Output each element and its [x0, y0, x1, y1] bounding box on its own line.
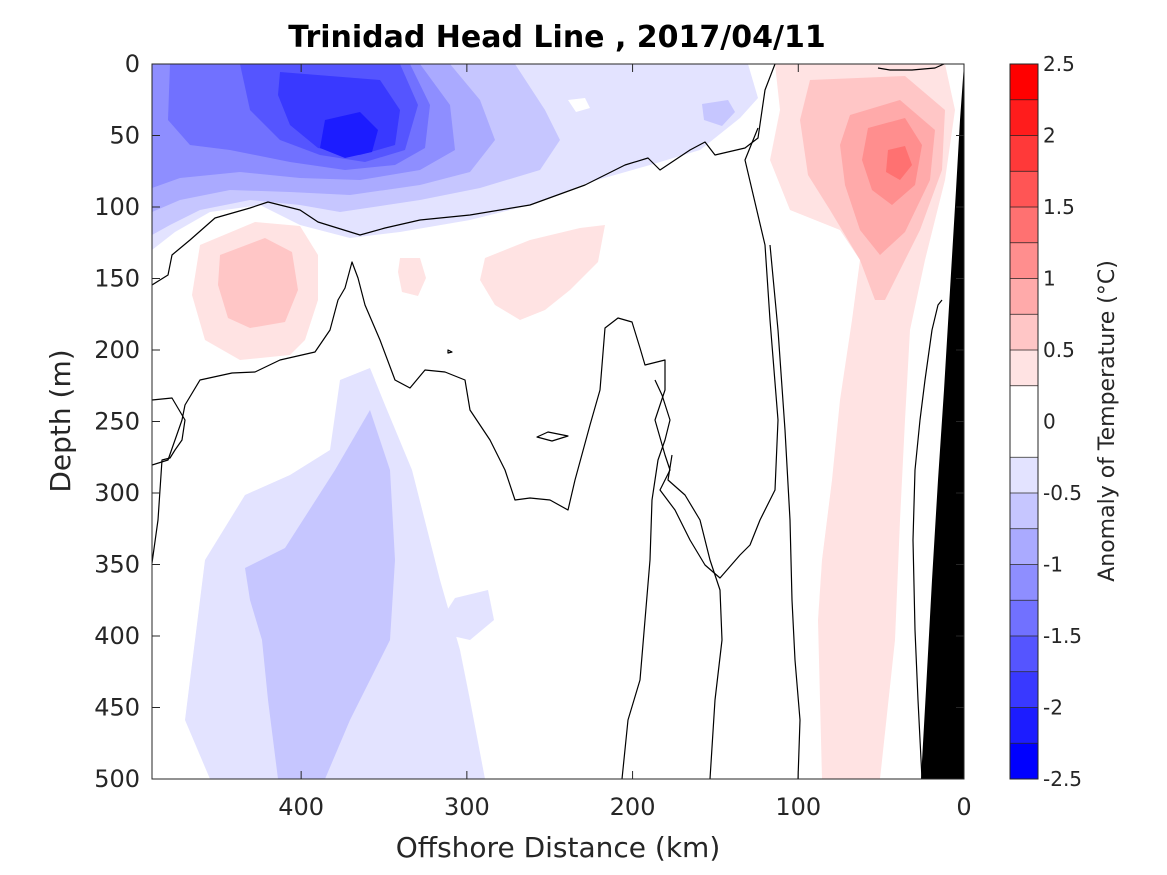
colorbar-swatch: [1010, 671, 1038, 708]
x-axis-label: Offshore Distance (km): [396, 831, 721, 864]
colorbar-swatch: [1010, 207, 1038, 244]
y-tick-label: 100: [94, 193, 140, 221]
y-axis: 0 50 100 150 200 250 300 350 400 450 500: [94, 50, 964, 793]
colorbar-swatch: [1010, 385, 1038, 458]
colorbar-tick-label: 1.5: [1043, 195, 1075, 219]
x-tick-label: 200: [610, 793, 656, 821]
colorbar-swatch: [1010, 314, 1038, 351]
colorbar-tick-label: 2.5: [1043, 52, 1075, 76]
y-tick-label: 50: [109, 122, 140, 150]
zero-contour-shelf: [912, 299, 943, 779]
x-tick-label: 100: [775, 793, 821, 821]
colorbar-tick-label: 2: [1043, 124, 1056, 148]
y-tick-label: 500: [94, 765, 140, 793]
y-tick-label: 300: [94, 479, 140, 507]
zero-contour-column-1: [621, 379, 671, 779]
contour-band-cold-pocket: [446, 590, 494, 640]
colorbar-tick-label: -1.5: [1043, 624, 1082, 648]
colorbar-swatch: [1010, 242, 1038, 279]
colorbar-frame: [1009, 63, 1039, 780]
contour-gap-surface: [568, 98, 590, 112]
colorbar-tick-label: 0.5: [1043, 338, 1075, 362]
zero-contour-deep-left: [152, 397, 186, 564]
colorbar-label: Anomaly of Temperature (°C): [1095, 260, 1120, 582]
colorbar-tick-label: 1: [1043, 267, 1056, 291]
zero-contour-right: [877, 64, 945, 71]
colorbar-swatch: [1010, 707, 1038, 744]
contour-band-subsurface-warm-2: [218, 238, 298, 328]
colorbar-tick-label: -0.5: [1043, 481, 1082, 505]
bathymetry-mask: [921, 64, 964, 779]
zero-contour-column-3: [769, 244, 801, 779]
colorbar-tick-label: -2: [1043, 696, 1063, 720]
y-tick-label: 0: [125, 50, 140, 78]
colorbar-tick-label: 0: [1043, 410, 1056, 434]
contour-band-deep-cold-2: [245, 410, 395, 779]
colorbar-swatch: [1010, 528, 1038, 565]
x-axis: 400 300 200 100 0: [278, 64, 972, 821]
contour-band-mid-warm: [480, 225, 605, 320]
colorbar-tick-label: -1: [1043, 553, 1063, 577]
y-tick-label: 400: [94, 622, 140, 650]
zero-contour-column-2: [667, 454, 723, 779]
colorbar-swatch: [1010, 457, 1038, 494]
chart-title: Trinidad Head Line , 2017/04/11: [288, 20, 825, 55]
y-tick-label: 150: [94, 265, 140, 293]
y-tick-label: 350: [94, 551, 140, 579]
colorbar-swatch: [1010, 64, 1038, 101]
plot-area: [152, 64, 964, 779]
x-tick-label: 0: [956, 793, 971, 821]
colorbar-swatch: [1010, 99, 1038, 136]
zero-contour-upper: [152, 64, 776, 286]
y-axis-label: Depth (m): [44, 349, 77, 492]
x-tick-label: 400: [278, 793, 324, 821]
zero-contour-mid: [152, 127, 779, 579]
y-tick-label: 250: [94, 408, 140, 436]
colorbar-swatch: [1010, 600, 1038, 637]
colorbar-swatch: [1010, 278, 1038, 315]
contour-band-cold-8: [320, 112, 378, 158]
colorbar-swatch: [1010, 564, 1038, 601]
colorbar-swatch: [1010, 171, 1038, 208]
contour-band-warm-5: [886, 146, 912, 180]
zero-contour-dot: [447, 349, 453, 354]
contour-band-small-warm: [398, 258, 426, 296]
x-tick-label: 300: [444, 793, 490, 821]
colorbar-tick-label: -2.5: [1043, 767, 1082, 791]
colorbar-swatch: [1010, 135, 1038, 172]
colorbar-swatch: [1010, 493, 1038, 530]
colorbar-swatch: [1010, 350, 1038, 387]
colorbar-swatch: [1010, 743, 1038, 780]
colorbar-swatch: [1010, 636, 1038, 673]
colorbar: 2.5 2 1.5 1 0.5 0 -0.5 -1 -1.5 -2 -2.5: [1009, 52, 1082, 791]
y-tick-label: 200: [94, 336, 140, 364]
zero-contour-eddy: [536, 431, 569, 442]
contour-band-cold-2b: [702, 100, 735, 126]
y-tick-label: 450: [94, 694, 140, 722]
